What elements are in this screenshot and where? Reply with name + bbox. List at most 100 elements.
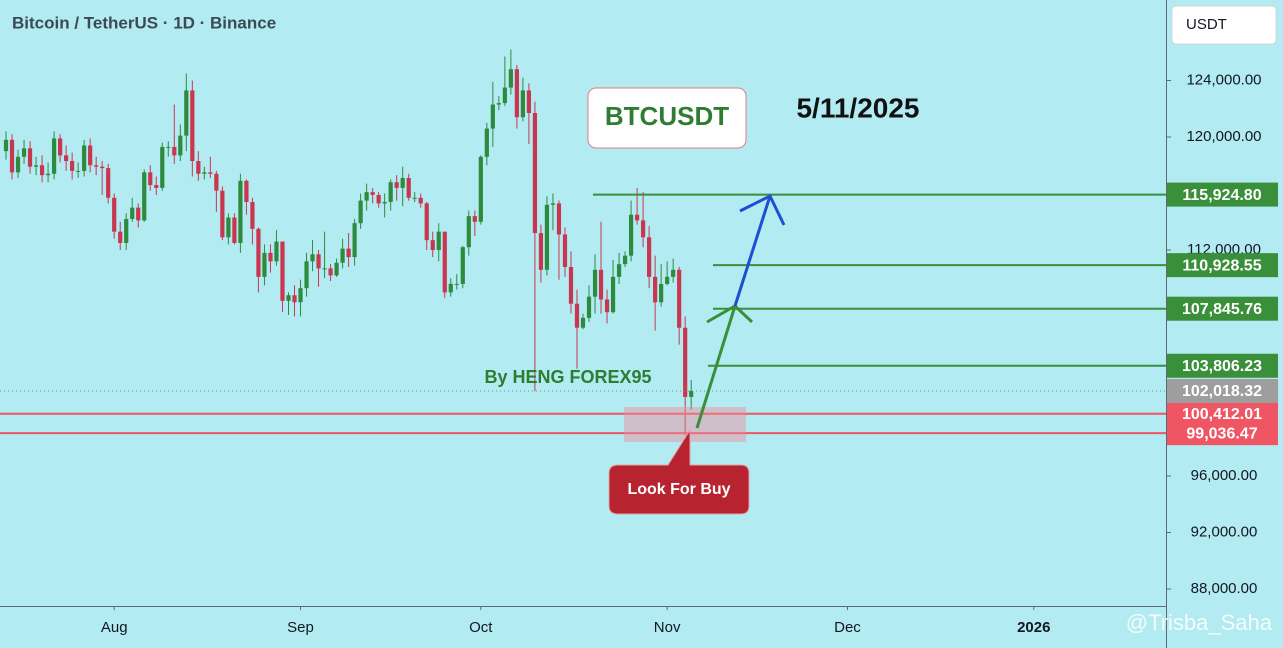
price-label: 102,018.32	[1182, 383, 1262, 400]
symbol-box	[587, 87, 747, 149]
blue-arrow-head	[739, 193, 786, 226]
candle-body	[394, 182, 399, 188]
candle-body	[502, 87, 507, 104]
price-label-box	[1167, 296, 1278, 321]
candle-body	[538, 233, 544, 270]
x-tick-label: Nov	[654, 619, 681, 636]
callout-text: Look For Buy	[627, 481, 730, 498]
candle-body	[76, 170, 81, 172]
candle-body	[334, 262, 339, 276]
candle-body	[671, 269, 676, 277]
candle-body	[490, 104, 495, 129]
candle-body	[190, 90, 195, 162]
author-text: By HENG FOREX95	[484, 367, 651, 387]
price-label: 107,845.76	[1182, 301, 1262, 318]
currency-text: USDT	[1186, 16, 1227, 33]
price-label: 103,806.23	[1182, 358, 1262, 375]
y-tick-label: 88,000.00	[1191, 580, 1258, 597]
candle-body	[298, 288, 303, 303]
candle-body	[27, 148, 33, 167]
currency-box	[1171, 5, 1277, 45]
candle-body	[112, 197, 117, 232]
candle-body	[3, 139, 9, 152]
candle-body	[358, 200, 363, 224]
candle-body	[400, 177, 405, 188]
watermark: @Trisba_Saha	[1126, 610, 1273, 635]
candle-body	[628, 214, 634, 256]
candle-body	[544, 204, 550, 270]
candle-body	[292, 295, 297, 303]
candle-body	[683, 327, 688, 397]
candle-body	[244, 180, 249, 202]
candle-body	[82, 145, 87, 171]
candle-body	[304, 261, 309, 289]
candle-body	[154, 185, 159, 188]
candle-body	[274, 241, 279, 262]
candle-body	[454, 283, 459, 285]
candle-body	[610, 276, 616, 313]
symbol-text: BTCUSDT	[605, 101, 729, 131]
candle-body	[178, 135, 183, 156]
candle-body	[88, 145, 93, 166]
candle-body	[653, 276, 658, 303]
candle-body	[665, 276, 670, 284]
candle-body	[412, 197, 417, 199]
candle-body	[562, 234, 568, 267]
candle-body	[677, 269, 682, 328]
candle-body	[94, 165, 99, 167]
candle-body	[352, 223, 357, 258]
candle-body	[220, 190, 225, 238]
candle-body	[238, 180, 243, 243]
price-label: 100,412.01	[1182, 406, 1262, 423]
candle-body	[550, 203, 556, 205]
x-tick-label: Aug	[101, 619, 128, 636]
candle-body	[45, 173, 51, 176]
buy-zone	[624, 407, 746, 442]
candle-body	[208, 172, 213, 174]
candle-body	[448, 283, 453, 293]
chart-title: Bitcoin / TetherUS · 1D · Binance	[12, 13, 276, 32]
date-text: 5/11/2025	[796, 92, 919, 123]
candle-body	[142, 172, 147, 221]
candle-body	[442, 231, 447, 293]
candle-body	[226, 217, 231, 238]
blue-arrow	[733, 195, 772, 307]
candle-body	[418, 197, 423, 204]
candle-body	[166, 146, 171, 148]
candle-body	[286, 295, 291, 301]
candle-body	[532, 113, 538, 234]
candle-body	[496, 103, 501, 105]
candle-body	[484, 128, 489, 157]
candle-body	[520, 90, 526, 118]
candle-body	[598, 269, 604, 300]
candle-body	[424, 203, 429, 241]
plot-area: 88,000.0092,000.0096,000.00112,000.00120…	[0, 49, 1262, 636]
candle-body	[364, 192, 369, 201]
candle-body	[526, 90, 532, 114]
candle-body	[124, 218, 129, 243]
candle-body	[430, 240, 435, 251]
price-label-box	[1167, 182, 1278, 207]
candle-body	[478, 156, 483, 222]
candle-body	[472, 216, 477, 222]
candle-body	[340, 248, 345, 263]
candle-body	[647, 237, 652, 277]
candle-body	[328, 268, 333, 276]
candle-body	[460, 247, 465, 284]
candle-body	[9, 139, 15, 173]
candle-body	[316, 254, 321, 269]
x-tick-label: Sep	[287, 619, 314, 636]
candle-body	[196, 161, 201, 174]
candle-body	[160, 146, 165, 188]
candle-body	[382, 202, 387, 204]
candle-body	[106, 168, 111, 198]
candle-body	[370, 192, 375, 195]
y-tick-label: 124,000.00	[1186, 71, 1261, 88]
candle-body	[100, 166, 105, 169]
candle-body	[280, 241, 285, 301]
candle-body	[466, 216, 471, 248]
candle-body	[689, 391, 694, 397]
candle-body	[214, 173, 219, 191]
